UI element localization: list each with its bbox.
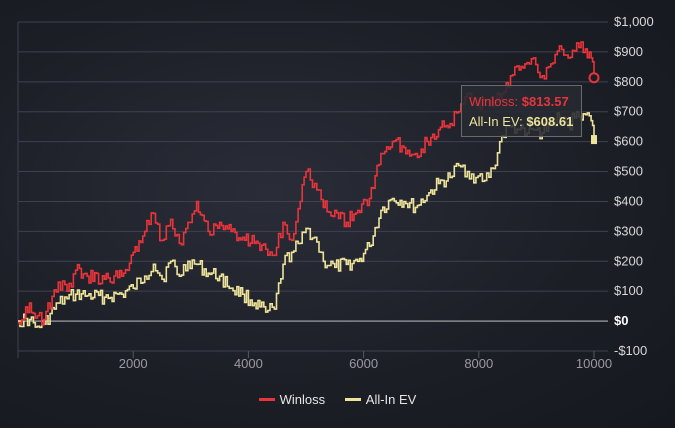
tooltip-winloss-row: Winloss: $813.57 bbox=[469, 92, 581, 112]
legend-label-ev: All-In EV bbox=[365, 392, 417, 407]
x-tick-label: 6000 bbox=[349, 356, 378, 371]
legend-item-winloss[interactable]: Winloss bbox=[258, 392, 326, 407]
x-tick-label: 2000 bbox=[119, 356, 148, 371]
tooltip-winloss-value: $813.57 bbox=[521, 94, 569, 109]
y-tick-label: $1,000 bbox=[614, 14, 654, 29]
y-tick-label: $400 bbox=[614, 193, 643, 208]
legend-item-ev[interactable]: All-In EV bbox=[344, 392, 417, 407]
x-tick-label: 4000 bbox=[234, 356, 263, 371]
legend: Winloss All-In EV bbox=[0, 392, 675, 407]
tooltip-ev-row: All-In EV: $608.61 bbox=[469, 112, 581, 132]
end-markers bbox=[588, 72, 600, 145]
y-tick-label: $300 bbox=[614, 223, 643, 238]
y-tick-label: $900 bbox=[614, 44, 643, 59]
legend-swatch-ev bbox=[344, 398, 361, 402]
y-tick-label: $100 bbox=[614, 283, 643, 298]
hover-tooltip: Winloss: $813.57 All-In EV: $608.61 bbox=[461, 85, 582, 137]
tooltip-winloss-label: Winloss: bbox=[469, 94, 522, 109]
tooltip-ev-value: $608.61 bbox=[526, 114, 574, 129]
x-tick-label: 10000 bbox=[576, 356, 612, 371]
ev-end-marker bbox=[591, 135, 597, 145]
legend-swatch-winloss bbox=[258, 398, 275, 402]
y-tick-label: $500 bbox=[614, 164, 643, 179]
winloss-end-marker bbox=[588, 72, 600, 84]
x-axis: 2000 4000 6000 8000 10000 bbox=[119, 351, 612, 371]
y-tick-label: -$100 bbox=[614, 343, 647, 358]
y-tick-label: $0 bbox=[614, 313, 628, 328]
tooltip-ev-label: All-In EV: bbox=[469, 114, 527, 129]
y-tick-label: $700 bbox=[614, 104, 643, 119]
y-tick-label: $200 bbox=[614, 253, 643, 268]
y-axis: -$100 $0 $100 $200 $300 $400 $500 $600 $700 $800 $… bbox=[614, 14, 654, 358]
y-tick-label: $800 bbox=[614, 74, 643, 89]
series-line-all-in-ev bbox=[18, 110, 595, 329]
y-tick-label: $600 bbox=[614, 134, 643, 149]
grid-lines bbox=[17, 21, 608, 358]
legend-label-winloss: Winloss bbox=[279, 392, 326, 407]
x-tick-label: 8000 bbox=[464, 356, 493, 371]
